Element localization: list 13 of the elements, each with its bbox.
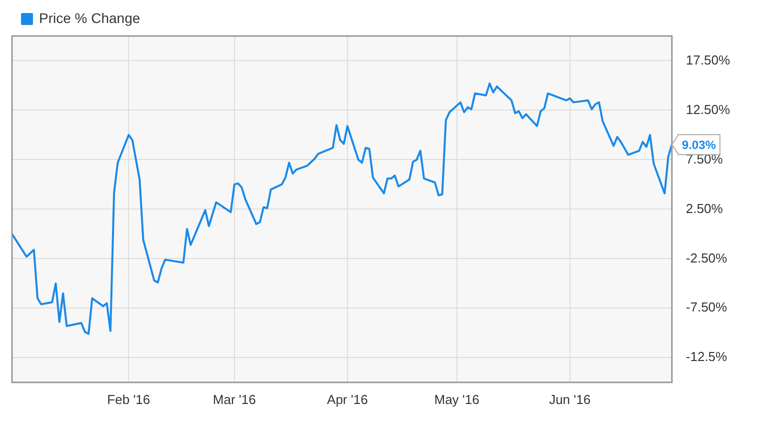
y-tick-label: -2.50% xyxy=(686,250,728,266)
legend-label: Price % Change xyxy=(39,10,140,26)
y-tick-label: 2.50% xyxy=(686,200,724,216)
y-tick-label: -12.5% xyxy=(686,349,728,364)
x-tick-label: May '16 xyxy=(434,392,480,407)
y-tick-label: 17.50% xyxy=(686,52,730,68)
x-tick-label: Mar '16 xyxy=(212,392,256,407)
x-tick-label: Jun '16 xyxy=(549,392,591,407)
y-tick-label: 12.50% xyxy=(686,102,730,117)
annotation: 9.03% xyxy=(682,138,716,152)
y-tick-label: -7.50% xyxy=(686,300,728,315)
x-tick-label: Feb '16 xyxy=(107,392,150,407)
x-tick-label: Apr '16 xyxy=(327,392,368,407)
